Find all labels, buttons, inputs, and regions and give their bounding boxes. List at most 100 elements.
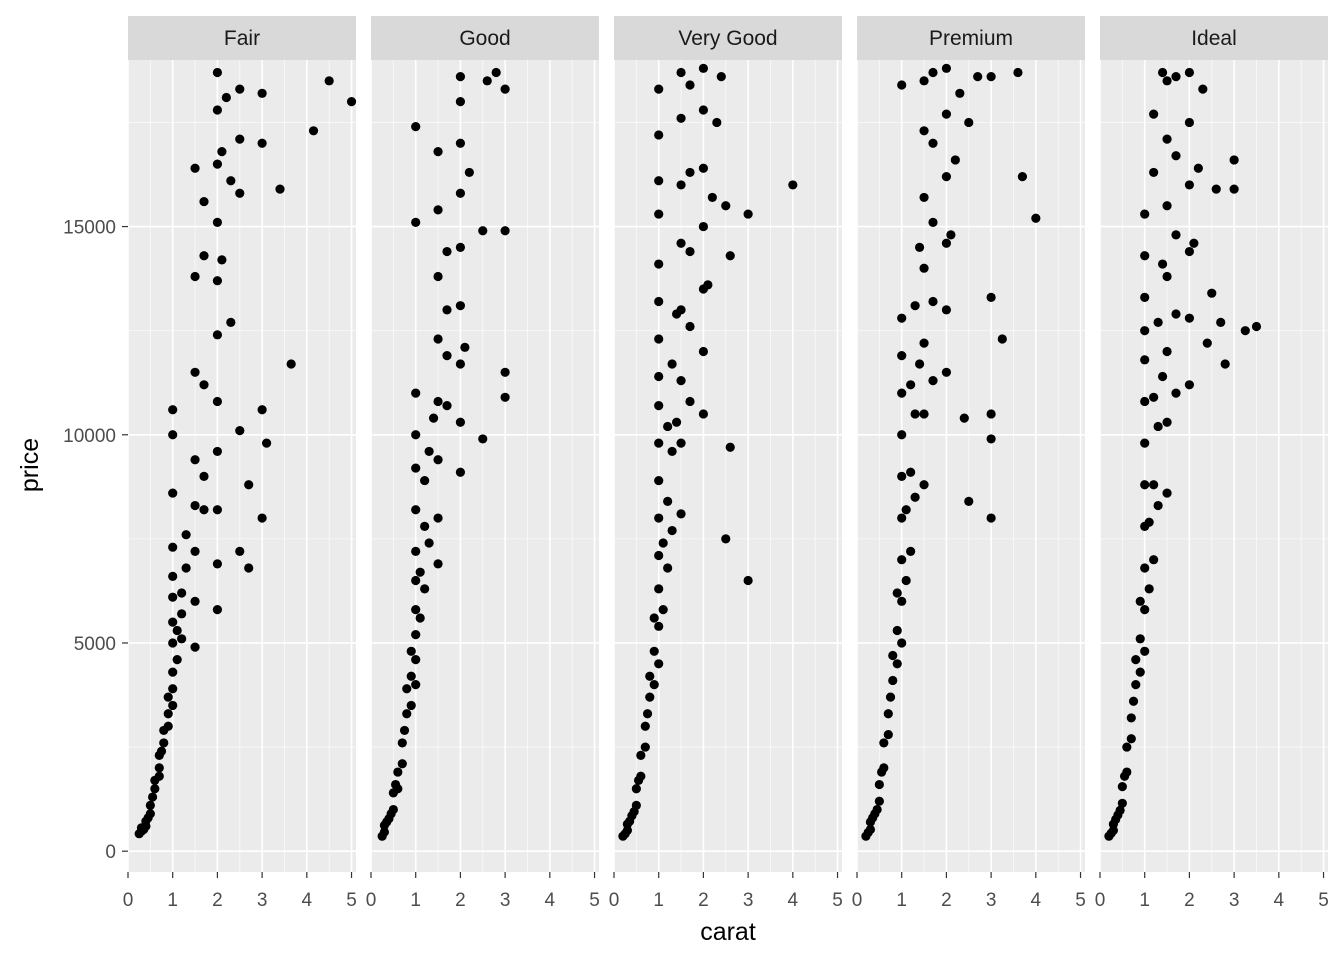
data-point (986, 434, 996, 444)
data-point (1149, 167, 1159, 178)
data-point (897, 471, 907, 482)
data-point (676, 438, 686, 448)
data-point (324, 76, 334, 86)
data-point (919, 126, 929, 136)
data-point (168, 405, 178, 415)
data-point (411, 630, 421, 640)
data-point (464, 167, 474, 178)
data-point (212, 559, 223, 569)
data-point (1184, 67, 1195, 78)
data-point (411, 575, 421, 586)
facet-strip (857, 16, 1085, 60)
facet-panel-very-good: Very Good 0 1 2 3 4 5 (609, 16, 843, 911)
data-point (671, 417, 682, 427)
data-point (910, 492, 920, 502)
data-point (491, 67, 501, 78)
data-point (1149, 109, 1159, 119)
data-point (667, 525, 677, 536)
data-point (168, 430, 178, 440)
x-tick-label: 4 (1274, 890, 1285, 911)
data-point (707, 192, 717, 203)
data-point (1140, 251, 1150, 261)
data-point (941, 109, 952, 119)
data-point (1144, 517, 1154, 527)
data-point (640, 721, 650, 731)
data-point (919, 409, 929, 419)
data-point (199, 380, 209, 390)
data-point (411, 605, 421, 615)
data-point (399, 725, 410, 736)
x-tick-label: 4 (302, 890, 313, 911)
data-point (154, 763, 164, 773)
data-point (685, 396, 695, 407)
data-point (883, 729, 893, 740)
data-point (181, 530, 191, 540)
data-point (1162, 271, 1172, 282)
data-point (919, 338, 929, 348)
data-point (636, 771, 646, 781)
x-tick-label: 1 (410, 890, 421, 911)
data-point (676, 238, 686, 248)
data-point (428, 413, 439, 423)
data-point (928, 296, 938, 307)
data-point (897, 430, 907, 440)
data-point (163, 709, 173, 719)
x-tick-label: 3 (986, 890, 997, 911)
data-point (500, 367, 510, 377)
data-point (685, 167, 695, 178)
data-point (865, 824, 876, 835)
data-point (411, 122, 421, 132)
data-point (190, 546, 200, 556)
data-point (168, 571, 178, 581)
data-point (872, 804, 882, 815)
data-point (420, 475, 430, 486)
data-point (482, 76, 492, 86)
data-point (168, 638, 178, 648)
data-point (145, 800, 155, 810)
x-tick-label: 2 (1184, 890, 1195, 911)
data-point (145, 809, 155, 819)
data-point (1162, 488, 1172, 498)
data-point (658, 605, 668, 615)
data-point (1184, 180, 1195, 190)
data-point (442, 305, 452, 315)
facet-strip-label: Very Good (678, 27, 777, 50)
data-point (721, 534, 731, 544)
x-tick-label: 0 (609, 890, 620, 911)
data-point (455, 188, 466, 198)
data-point (663, 496, 673, 506)
data-point (433, 455, 443, 465)
data-point (411, 505, 421, 515)
panel-background (1100, 60, 1328, 872)
data-point (663, 563, 673, 573)
data-point (1149, 555, 1159, 565)
data-point (698, 346, 709, 357)
data-point (217, 147, 227, 157)
data-point (941, 63, 952, 73)
data-point (1126, 713, 1136, 723)
data-point (1115, 805, 1125, 815)
data-point (212, 105, 223, 115)
data-point (455, 242, 466, 252)
data-point (1140, 209, 1150, 219)
data-point (914, 359, 925, 369)
data-point (919, 263, 929, 273)
data-point (906, 380, 916, 390)
data-point (177, 609, 187, 619)
data-point (286, 359, 296, 369)
data-point (455, 301, 466, 311)
data-point (649, 613, 659, 623)
x-tick-label: 0 (1095, 890, 1106, 911)
data-point (226, 317, 236, 327)
y-tick-label: 15000 (63, 218, 116, 239)
data-point (402, 709, 412, 719)
data-point (199, 471, 209, 482)
data-point (1171, 230, 1181, 240)
data-point (163, 692, 173, 702)
data-point (168, 542, 178, 552)
data-point (685, 246, 695, 257)
data-point (411, 655, 421, 665)
data-point (411, 463, 421, 473)
data-point (1140, 438, 1150, 448)
data-point (1202, 338, 1212, 348)
